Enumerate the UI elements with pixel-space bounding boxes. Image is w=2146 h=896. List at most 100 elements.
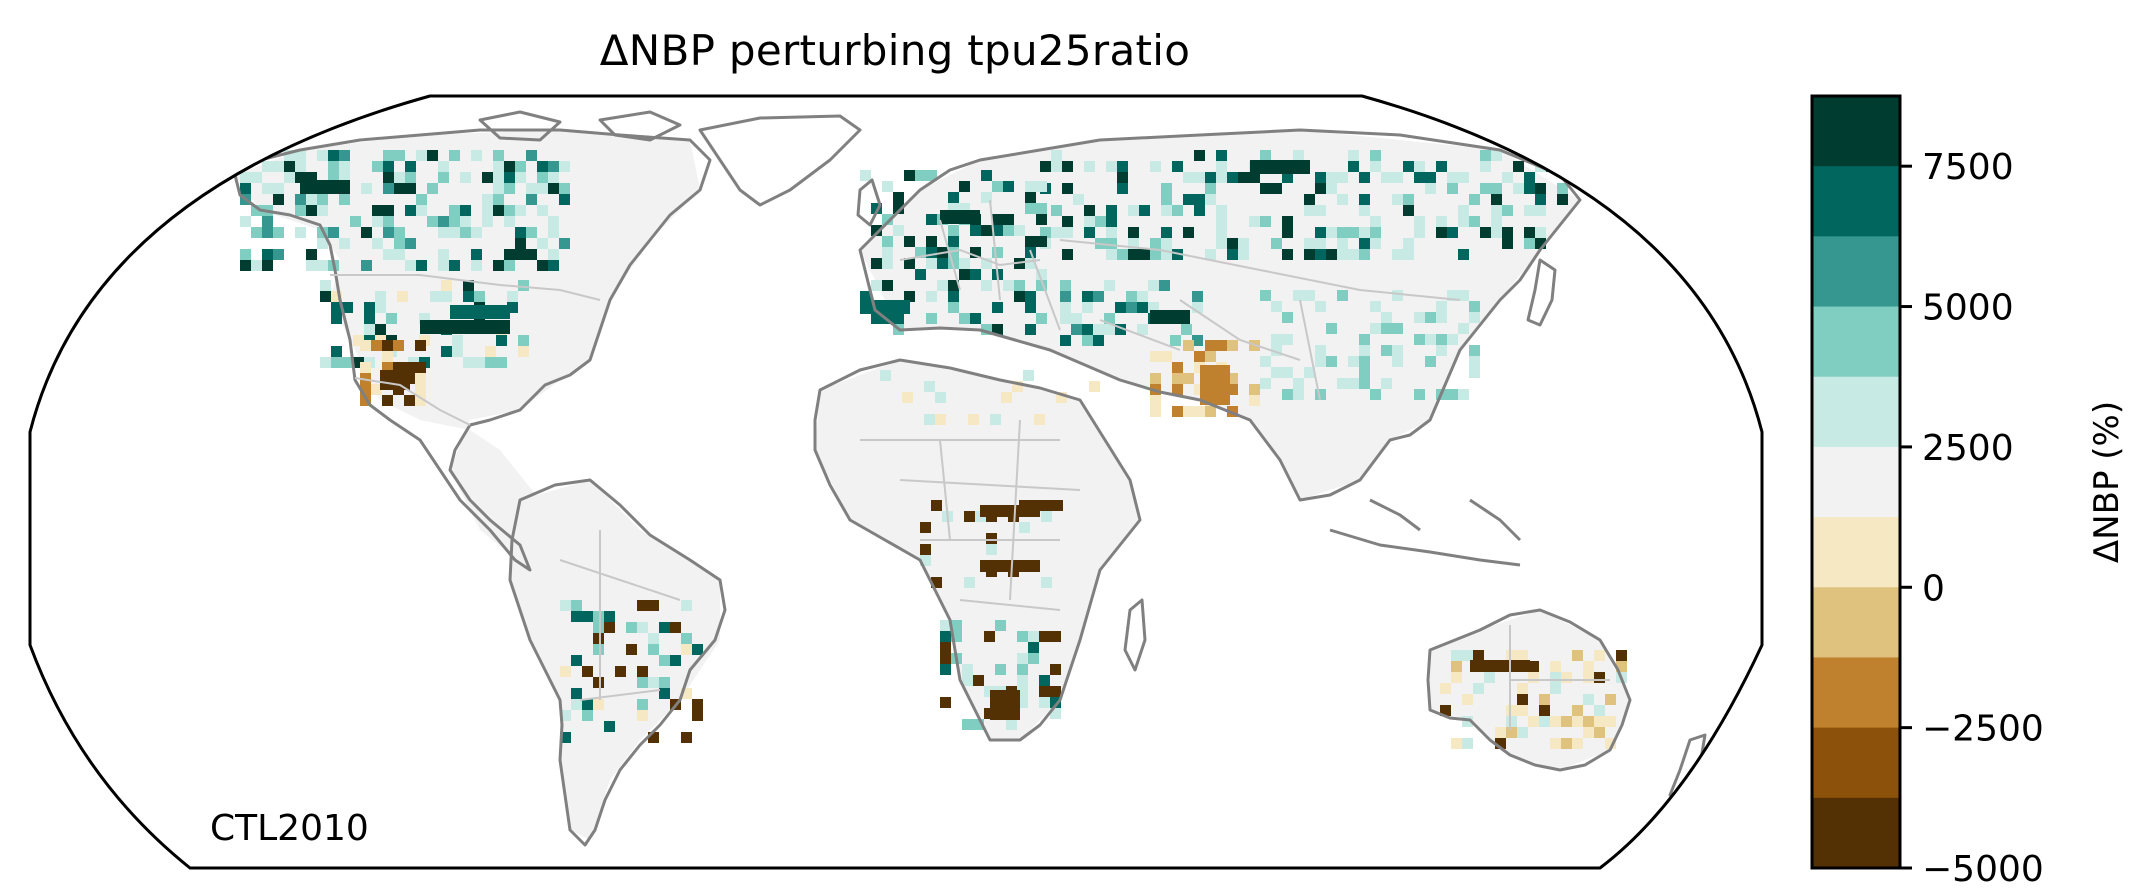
grid-cell: [659, 655, 670, 666]
grid-cell: [681, 644, 692, 655]
border-us-canada: [330, 274, 601, 301]
grid-cell: [1282, 216, 1293, 227]
grid-cell: [372, 161, 383, 172]
grid-cell: [1348, 227, 1359, 238]
grid-cell: [1462, 650, 1473, 661]
grid-cell: [394, 172, 405, 183]
grid-cell: [893, 313, 904, 324]
africa-landmass: [815, 360, 1140, 740]
grid-cell: [902, 392, 913, 403]
grid-cell: [405, 238, 416, 249]
grid-cell: [1440, 683, 1451, 694]
grid-cell: [1025, 203, 1036, 214]
grid-cell: [1036, 203, 1047, 214]
grid-cell: [1524, 238, 1535, 249]
grid-cell: [1539, 716, 1550, 727]
grid-cell: [970, 313, 981, 324]
grid-cell: [1469, 345, 1480, 356]
grid-cell: [1326, 356, 1337, 367]
coastline-africa: [813, 358, 1142, 742]
grid-cell: [926, 170, 937, 181]
grid-cell: [1304, 194, 1315, 205]
grid-cell: [1194, 384, 1205, 395]
grid-cell: [339, 150, 350, 161]
grid-cell: [1260, 356, 1271, 367]
grid-cell: [1469, 312, 1480, 323]
grid-cell: [659, 688, 670, 699]
grid-cell: [1561, 716, 1572, 727]
grid-cell: [1506, 716, 1517, 727]
grid-cell: [1194, 194, 1205, 205]
grid-cell: [1348, 249, 1359, 260]
grid-cell: [1183, 194, 1194, 205]
grid-cell: [964, 511, 975, 522]
grid-cell: [1282, 227, 1293, 238]
grid-cell: [317, 205, 328, 216]
grid-cell: [383, 227, 394, 238]
grid-cell: [240, 260, 251, 271]
grid-cell: [1381, 345, 1392, 356]
grid-cell: [1106, 227, 1117, 238]
grid-cell: [1104, 313, 1115, 324]
grid-cell: [1414, 389, 1425, 400]
grid-cell: [990, 690, 1020, 720]
grid-cell: [1117, 172, 1128, 183]
colorbar-frame: [1810, 94, 1902, 870]
grid-cell: [361, 183, 372, 194]
grid-cell: [1071, 324, 1082, 335]
grid-cell: [339, 194, 350, 205]
grid-cell: [1150, 249, 1161, 260]
grid-cell: [1052, 500, 1063, 511]
grid-cell: [1205, 351, 1216, 362]
grid-cell: [659, 622, 670, 633]
grid-cell: [273, 161, 284, 172]
grid-cell: [937, 280, 948, 291]
grid-cell: [560, 600, 571, 611]
grid-cell: [951, 631, 962, 642]
grid-cell: [1447, 183, 1458, 194]
grid-cell: [1392, 290, 1403, 301]
grid-cell: [1473, 683, 1484, 694]
grid-cell: [364, 313, 375, 324]
grid-cell: [970, 225, 981, 236]
grid-cell: [1183, 172, 1194, 183]
grid-cell: [339, 172, 350, 183]
grid-cell: [948, 225, 959, 236]
grid-cell: [882, 258, 893, 269]
grid-cell: [1128, 227, 1139, 238]
grid-cell: [1082, 324, 1093, 335]
grid-cell: [1227, 238, 1238, 249]
grid-cell: [559, 238, 570, 249]
grid-cell: [1315, 301, 1326, 312]
grid-cell: [1192, 335, 1203, 346]
grid-cell: [548, 227, 559, 238]
grid-cell: [1205, 183, 1216, 194]
grid-cell: [1216, 205, 1227, 216]
grid-cell: [986, 544, 997, 555]
grid-cell: [1093, 291, 1104, 302]
grid-cell: [1117, 161, 1128, 172]
grid-cell: [1216, 227, 1227, 238]
grid-cell: [1524, 205, 1535, 216]
grid-cell: [394, 150, 405, 161]
grid-cell: [959, 258, 970, 269]
grid-cell: [1359, 356, 1370, 367]
grid-cell: [515, 227, 526, 238]
grid-cell: [306, 194, 317, 205]
grid-cell: [1282, 389, 1293, 400]
grid-cell: [1392, 172, 1403, 183]
grid-cell: [504, 183, 515, 194]
grid-cell: [1447, 389, 1458, 400]
grid-cell: [1150, 351, 1161, 362]
grid-cell: [427, 150, 438, 161]
grid-cell: [1436, 312, 1447, 323]
grid-cell: [405, 172, 416, 183]
grid-cell: [1436, 216, 1447, 227]
grid-cell: [306, 249, 317, 260]
colorbar-band: [1812, 306, 1900, 378]
grid-cell: [331, 357, 342, 368]
grid-cell: [1480, 183, 1491, 194]
grid-cell: [306, 172, 317, 183]
grid-cell: [1473, 650, 1484, 661]
